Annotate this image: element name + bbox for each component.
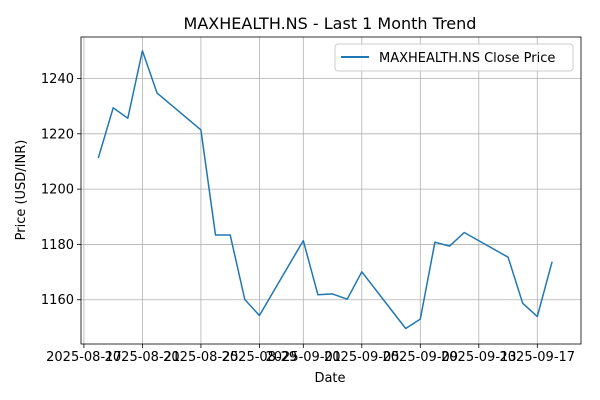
legend-label: MAXHEALTH.NS Close Price xyxy=(379,51,555,66)
x-axis-ticks: 2025-08-172025-08-212025-08-252025-08-29… xyxy=(46,344,575,365)
y-axis-label: Price (USD/INR) xyxy=(14,140,29,241)
y-axis-ticks: 1160 1180 1200 1220 1240 xyxy=(41,72,81,308)
legend: MAXHEALTH.NS Close Price xyxy=(334,43,574,72)
y-tick-label: 1220 xyxy=(41,127,74,142)
y-tick-label: 1160 xyxy=(41,293,74,308)
x-tick-label: 2025-09-01 xyxy=(266,350,342,365)
x-tick-label: 2025-09-09 xyxy=(383,350,459,365)
y-tick-label: 1200 xyxy=(41,183,74,198)
y-tick-label: 1180 xyxy=(41,238,74,253)
x-tick-label: 2025-09-05 xyxy=(324,350,400,365)
plot-area-frame xyxy=(80,36,582,345)
x-tick-label: 2025-08-21 xyxy=(105,350,181,365)
x-tick-label: 2025-08-25 xyxy=(163,350,239,365)
x-axis-label: Date xyxy=(314,371,345,386)
x-tick-label: 2025-09-17 xyxy=(500,350,576,365)
x-tick-label: 2025-09-13 xyxy=(441,350,517,365)
x-tick-label: 2025-08-29 xyxy=(222,350,298,365)
legend-box xyxy=(334,43,574,72)
y-tick-label: 1240 xyxy=(41,72,74,87)
y-gridlines xyxy=(81,78,581,301)
x-gridlines xyxy=(83,37,538,344)
chart-title: MAXHEALTH.NS - Last 1 Month Trend xyxy=(184,14,477,33)
series-layer xyxy=(97,50,553,330)
series-line xyxy=(97,50,553,330)
x-tick-label: 2025-08-17 xyxy=(46,350,122,365)
